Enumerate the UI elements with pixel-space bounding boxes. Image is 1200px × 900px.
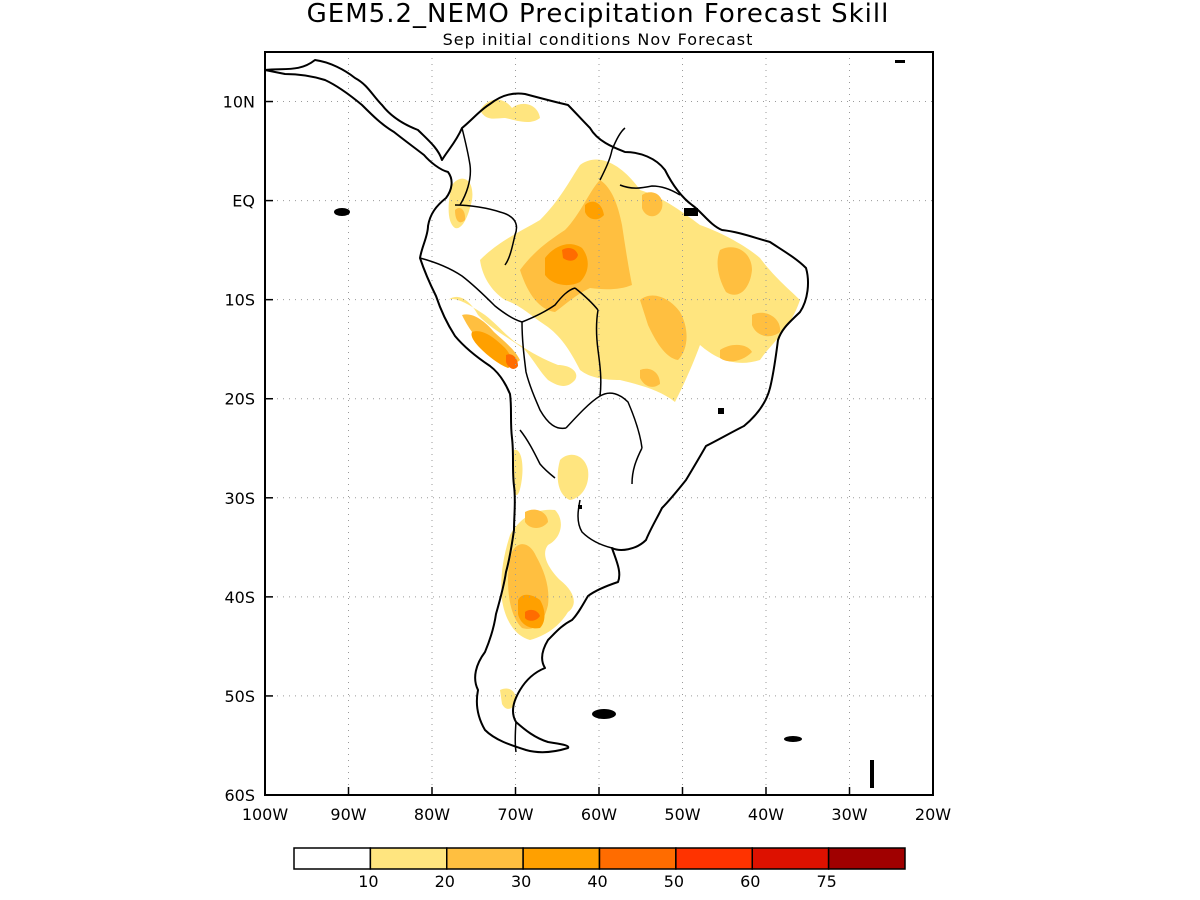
x-tick-label: 100W (242, 805, 289, 824)
colorbar-label: 30 (511, 872, 531, 891)
x-tick-label: 80W (414, 805, 450, 824)
map-plot-area (264, 51, 934, 796)
colorbar-swatch (522, 847, 601, 870)
country-borders (419, 127, 681, 753)
y-tick-label: 40S (224, 588, 255, 607)
map-title: GEM5.2_NEMO Precipitation Forecast Skill (307, 0, 890, 29)
colorbar-label: 20 (435, 872, 455, 891)
y-tick-label: 60S (224, 786, 255, 805)
x-axis-tick-labels: 100W 90W 80W 70W 60W 50W 40W 30W 20W (242, 787, 951, 824)
y-tick-label: 10S (224, 291, 255, 310)
small-island-1 (895, 60, 905, 63)
skill-region-peru-high (471, 331, 512, 368)
galapagos-islands (334, 208, 350, 216)
skill-region-amazon-peak (562, 247, 578, 261)
colorbar-label: 10 (358, 872, 378, 891)
y-tick-label: 50S (224, 687, 255, 706)
colorbar-label: 50 (664, 872, 684, 891)
colorbar-swatch (369, 847, 448, 870)
x-tick-label: 90W (330, 805, 366, 824)
x-tick-label: 60W (581, 805, 617, 824)
small-island-4 (684, 208, 698, 216)
x-tick-label: 30W (831, 805, 867, 824)
skill-region-colombia-light (448, 99, 540, 229)
colorbar-label: 75 (816, 872, 836, 891)
skill-region-andes-light (448, 296, 577, 386)
skill-region-patagonia-mid (455, 208, 549, 629)
colorbar-swatch (293, 847, 372, 870)
map-subtitle: Sep initial conditions Nov Forecast (443, 30, 754, 49)
colorbar-swatch (675, 847, 753, 870)
falkland-islands (592, 709, 616, 719)
skill-shading (448, 99, 800, 709)
islands (334, 60, 905, 788)
colorbar-swatch (446, 847, 524, 870)
colorbar: 10 20 30 40 50 60 75 (293, 847, 906, 891)
skill-region-peru-peak (506, 354, 518, 369)
y-tick-label: 20S (224, 390, 255, 409)
skill-region-amazon-light (480, 159, 800, 402)
skill-region-amazon-mid (520, 180, 781, 387)
south-georgia-island (784, 736, 802, 742)
small-island-3 (578, 505, 582, 509)
small-island-2 (718, 408, 724, 414)
y-tick-label: EQ (232, 192, 255, 211)
skill-region-patagonia-peak (525, 609, 540, 621)
x-tick-label: 50W (664, 805, 700, 824)
colorbar-label: 40 (587, 872, 607, 891)
colorbar-swatch (751, 847, 830, 870)
x-tick-label: 40W (748, 805, 784, 824)
y-axis-tick-labels: 10N EQ 10S 20S 30S 40S 50S 60S (223, 93, 273, 805)
x-tick-label: 20W (915, 805, 951, 824)
small-island-5 (870, 760, 874, 788)
y-tick-label: 30S (224, 489, 255, 508)
colorbar-swatch (598, 847, 677, 870)
skill-region-chile-light (500, 449, 523, 709)
colorbar-label: 60 (740, 872, 760, 891)
y-tick-label: 10N (223, 93, 255, 112)
south-america-coastline (264, 59, 809, 754)
x-tick-label: 70W (497, 805, 533, 824)
colorbar-swatch (827, 847, 906, 870)
skill-region-amazon-high (545, 201, 604, 286)
